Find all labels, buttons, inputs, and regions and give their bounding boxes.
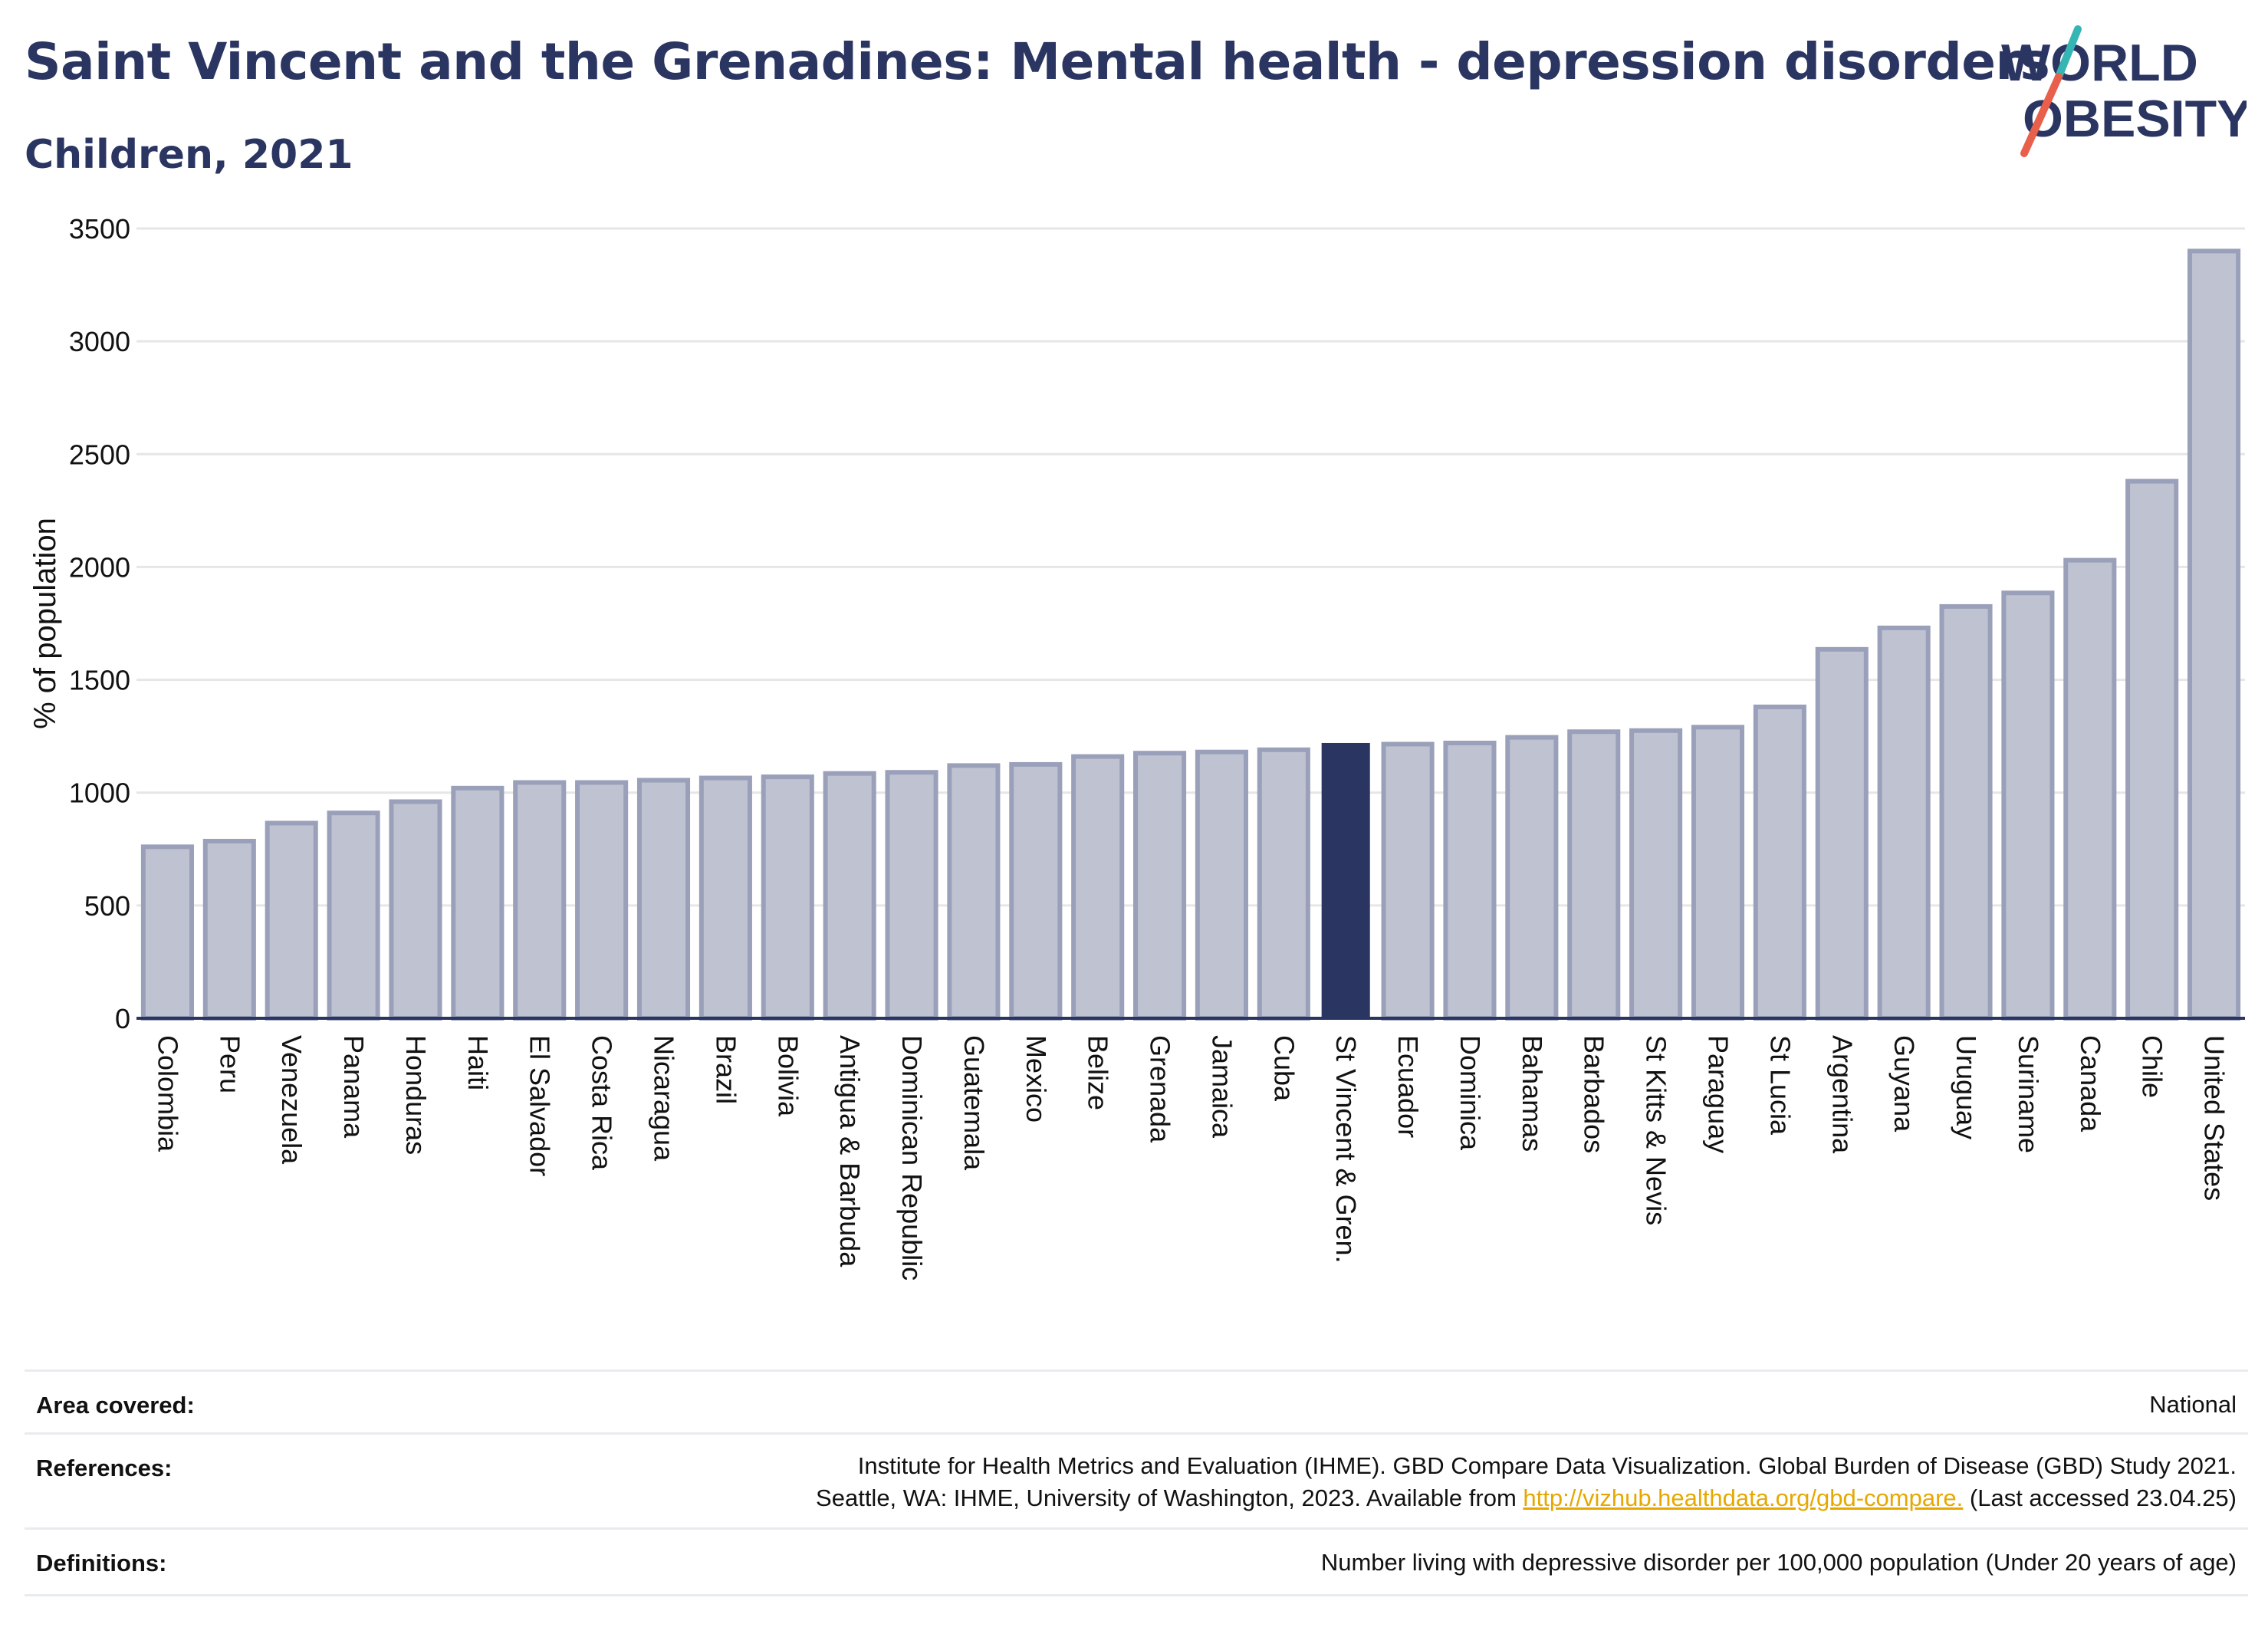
x-tick-label: Dominican Republic [896,1035,928,1281]
x-tick-label: Argentina [1826,1035,1858,1154]
bar [2001,590,2055,1021]
logo-line2: OBESITY [2023,90,2247,148]
x-tick-label: Panama [338,1035,370,1139]
x-tick-label: Venezuela [276,1035,307,1165]
references-line2-text: Seattle, WA: IHME, University of Washing… [816,1484,1524,1511]
references-label: References: [36,1455,173,1481]
y-tick-label: 3500 [69,213,130,245]
x-tick-label: St Kitts & Nevis [1641,1035,1672,1225]
x-tick-label: Brazil [710,1035,741,1104]
bar [947,763,1001,1021]
x-tick-label: Colombia [152,1035,183,1152]
bar [451,785,505,1021]
y-tick-label: 3000 [69,326,130,357]
references-line1: Institute for Health Metrics and Evaluat… [857,1452,2237,1479]
x-tick-label: Peru [214,1035,245,1093]
bar [698,775,752,1021]
references-line2-suffix: (Last accessed 23.04.25) [1963,1484,2237,1511]
x-tick-label: Haiti [462,1035,494,1090]
y-axis-label: % of population [28,518,62,729]
bar [636,778,691,1021]
bar [885,770,938,1021]
references-value: Institute for Health Metrics and Evaluat… [816,1450,2237,1514]
y-tick-label: 1500 [69,665,130,696]
footer-row-definitions: Definitions: Number living with depressi… [25,1527,2248,1596]
bar [1381,741,1435,1021]
x-tick-label: Antigua & Barbuda [834,1035,866,1267]
x-tick-label: El Salvador [524,1035,556,1176]
x-tick-label: Mexico [1021,1035,1052,1123]
y-tick-label: 500 [84,890,130,922]
x-tick-label: Nicaragua [649,1035,680,1162]
x-tick-label: Costa Rica [587,1035,618,1171]
bar-chart: 0 500 1000 1500 2000 2500 3000 3500 % of populat… [28,213,2245,1281]
world-obesity-logo: WORLD OBESITY [2001,25,2247,157]
bar [1321,742,1370,1018]
x-tick-label: St Lucia [1764,1035,1796,1136]
bar [1567,729,1621,1021]
x-tick-label: United States [2199,1035,2230,1201]
bar [1877,625,1931,1021]
bar [1505,735,1559,1021]
bar [1133,751,1187,1021]
x-tick-label: St Vincent & Gren. [1330,1035,1362,1264]
bar [202,838,256,1021]
x-tick-label: Suriname [2013,1035,2044,1153]
y-tick-label: 2000 [69,551,130,583]
x-tick-label: Honduras [400,1035,432,1155]
bar [1691,725,1745,1021]
bar [1815,646,1869,1021]
chart-title: Saint Vincent and the Grenadines: Mental… [25,32,2050,91]
bar [265,820,318,1021]
x-tick-label: Paraguay [1703,1035,1734,1153]
x-tick-label: Uruguay [1951,1035,1982,1139]
x-tick-label: Chile [2137,1035,2168,1098]
bar [1071,754,1125,1021]
x-tick-label: Canada [2075,1035,2106,1133]
bar [1443,740,1497,1021]
y-tick-label: 2500 [69,439,130,470]
bar [2187,248,2241,1021]
x-tick-label: Grenada [1145,1035,1176,1143]
bar [823,771,876,1021]
y-tick-label: 0 [115,1003,130,1034]
references-line2: Seattle, WA: IHME, University of Washing… [816,1482,2237,1514]
bar [1257,747,1310,1021]
bar [761,774,814,1021]
bar [140,844,194,1021]
x-tick-label: Guatemala [958,1035,990,1171]
x-tick-label: Bahamas [1517,1035,1548,1152]
area-value: National [2149,1391,2237,1418]
x-tick-label: Bolivia [772,1035,804,1117]
x-tick-label: Guyana [1888,1035,1920,1133]
bar [1009,761,1063,1021]
logo-teal-stroke [2055,25,2082,81]
bar [513,780,567,1021]
x-tick-label: Cuba [1268,1035,1300,1102]
logo-line1: WORLD [2001,34,2198,92]
x-tick-label: Barbados [1579,1035,1610,1153]
bar [1195,749,1248,1021]
bar [1629,728,1683,1021]
footer-row-references: References: Institute for Health Metrics… [25,1432,2248,1530]
bar [1753,704,1806,1021]
x-tick-label: Ecuador [1392,1035,1424,1138]
area-label: Area covered: [36,1392,195,1419]
bar [2125,478,2179,1021]
bar [575,780,629,1021]
definitions-value: Number living with depressive disorder p… [1320,1549,2237,1576]
bar [327,810,380,1021]
chart-subtitle: Children, 2021 [25,132,353,178]
y-tick-label: 1000 [69,778,130,809]
logo-red-stroke [2020,73,2063,157]
references-link[interactable]: http://vizhub.healthdata.org/gbd-compare… [1523,1484,1964,1511]
bar [1939,603,1993,1021]
footer-row-area: Area covered: National [25,1369,2248,1435]
definitions-label: Definitions: [36,1550,167,1576]
bar [2063,557,2117,1021]
x-tick-label: Dominica [1454,1035,1486,1151]
bar [389,799,442,1021]
x-tick-label: Belize [1083,1035,1114,1110]
x-tick-label: Jamaica [1206,1035,1238,1139]
